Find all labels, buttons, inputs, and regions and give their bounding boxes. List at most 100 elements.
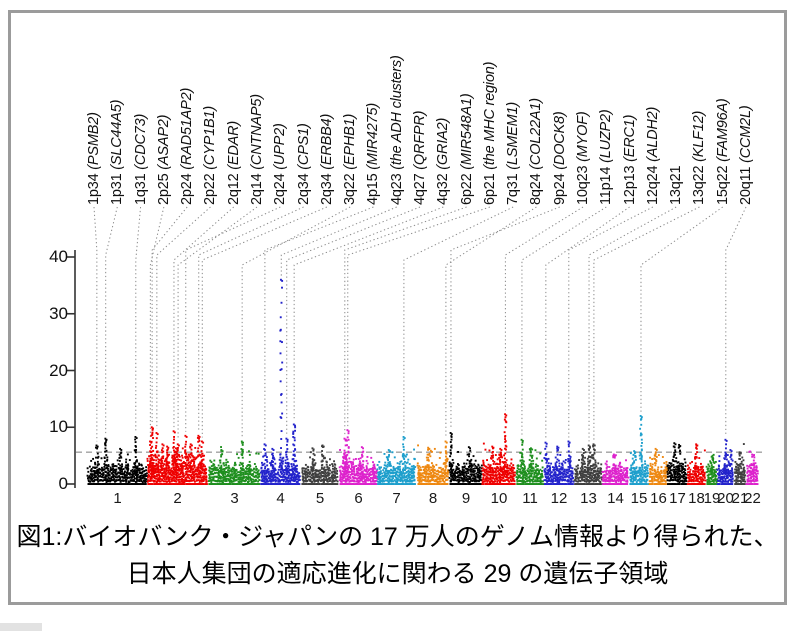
- chromosome-number-label: 4: [276, 490, 285, 507]
- cytoband-text: 2q34: [295, 173, 312, 205]
- gene-symbol-text: (CPS1): [295, 123, 312, 174]
- gene-annotation-label: 2q12 (EDAR): [226, 121, 242, 205]
- cytoband-text: 13q22: [691, 165, 708, 205]
- gene-annotation-label: 8q24 (COL22A1): [528, 98, 544, 205]
- gene-symbol-text: (MIR4275): [365, 103, 382, 174]
- gene-annotation-label: 11p14 (LUZP2): [598, 110, 614, 205]
- gene-annotation-label: 15q22 (FAM96A): [715, 98, 731, 205]
- figure-caption: 図1:バイオバンク・ジャパンの 17 万人のゲノム情報より得られた、 日本人集団…: [8, 519, 787, 593]
- y-axis-tick-label: 30: [49, 303, 68, 323]
- cytoband-text: 4q27: [412, 173, 428, 205]
- gene-symbol-text: (RAD51AP2): [179, 87, 196, 174]
- cytoband-text: 4q23: [388, 173, 405, 205]
- chromosome-number-label: 14: [607, 490, 624, 507]
- gene-annotation-label: 2p25 (ASAP2): [156, 115, 172, 205]
- cytoband-text: 4q32: [435, 173, 452, 205]
- cytoband-text: 2p25: [155, 173, 172, 205]
- gene-annotation-label: 3q22 (EPHB1): [342, 114, 358, 205]
- gene-annotation-label: 9p24 (DOCK8): [552, 111, 568, 205]
- cytoband-text: 2q12: [225, 173, 242, 205]
- cytoband-text: 11p14: [598, 166, 615, 205]
- cytoband-text: 12q24: [644, 165, 661, 205]
- gene-annotation-label: 2q24 (UPP2): [272, 123, 288, 205]
- y-axis-tick-label: 40: [49, 247, 68, 266]
- cytoband-text: 9p24: [551, 173, 568, 205]
- caption-line-1: 図1:バイオバンク・ジャパンの 17 万人のゲノム情報より得られた、: [16, 523, 779, 551]
- cytoband-text: 3q22: [342, 173, 359, 205]
- cytoband-text: 1p34: [86, 173, 102, 205]
- gene-symbol-text: (LSMEM1): [505, 102, 522, 174]
- gene-symbol-text: (CYP1B1): [202, 106, 219, 174]
- gene-symbol-text: (ALDH2): [644, 106, 661, 166]
- gene-annotation-label: 4q23 (the ADH clusters): [389, 55, 405, 205]
- gene-annotation-label: 4q27 (QRFPR): [412, 111, 428, 205]
- gene-symbol-text: (ASAP2): [155, 114, 172, 174]
- gene-annotation-label: 12p13 (ERC1): [622, 115, 638, 205]
- gene-symbol-text: (GRIA2): [435, 117, 452, 174]
- gene-symbol-text: (ERC1): [621, 114, 638, 166]
- cytoband-text: 10q23: [575, 165, 591, 205]
- gene-annotation-label: 4p15 (MIR4275): [365, 103, 381, 205]
- gene-symbol-text: (DOCK8): [551, 111, 568, 174]
- chromosome-number-label: 3: [230, 490, 239, 507]
- cytoband-text: 1q31: [132, 173, 149, 205]
- partial-ui-fragment: [0, 623, 42, 631]
- y-axis-tick-label: 0: [58, 474, 68, 493]
- gene-annotation-label: 2q14 (CNTNAP5): [249, 94, 265, 205]
- gene-annotation-label: 6p21 (the MHC region): [482, 62, 498, 205]
- chromosome-number-label: 13: [580, 490, 597, 507]
- gene-symbol-text: (CDC73): [132, 113, 149, 174]
- caption-line-2: 日本人集団の適応進化に関わる 29 の遺伝子領域: [126, 560, 669, 588]
- chromosome-number-label: 12: [550, 490, 568, 507]
- chromosome-number-label: 20: [717, 490, 734, 507]
- cytoband-text: 1p31: [109, 173, 126, 205]
- gene-annotation-label: 1p34 (PSMB2): [86, 112, 102, 205]
- cytoband-text: 6p21: [481, 173, 498, 205]
- gene-annotation-label: 2q34 (CPS1): [296, 123, 312, 205]
- chromosome-number-label: 17: [669, 490, 686, 507]
- gene-annotation-label: 1q31 (CDC73): [133, 114, 149, 205]
- gene-symbol-text: (CNTNAP5): [249, 94, 265, 174]
- chromosome-number-label: 5: [315, 490, 325, 507]
- chromosome-number-label: 2: [173, 490, 182, 507]
- gene-symbol-text: (QRFPR): [412, 110, 428, 174]
- gene-symbol-text: (MIR548A1): [458, 93, 475, 174]
- cytoband-text: 15q22: [714, 165, 731, 205]
- y-axis-tick-label: 20: [49, 360, 68, 380]
- gene-symbol-text: (COL22A1): [528, 98, 545, 174]
- chromosome-number-label: 9: [461, 490, 471, 507]
- gene-annotation-label: 2q34 (ERBB4): [319, 114, 335, 205]
- gene-annotation-label: 1p31 (SLC44A5): [109, 100, 125, 205]
- gene-symbol-text: (LUZP2): [598, 109, 615, 167]
- gene-symbol-text: (EDAR): [225, 120, 242, 174]
- cytoband-text: 2q24: [272, 173, 289, 205]
- chromosome-number-label: 10: [490, 490, 508, 507]
- gene-annotation-label: 10q23 (MYOF): [575, 112, 591, 206]
- chromosome-number-label: 7: [392, 490, 401, 507]
- gene-annotation-label: 4q32 (GRIA2): [435, 118, 451, 205]
- cytoband-text: 2q34: [318, 173, 335, 205]
- gene-annotation-label: 12q24 (ALDH2): [645, 107, 661, 205]
- cytoband-text: 20q11: [738, 166, 754, 205]
- chromosome-number-label: 11: [522, 490, 538, 507]
- gene-symbol-text: (the ADH clusters): [388, 55, 405, 174]
- chromosome-number-label: 15: [630, 490, 648, 507]
- cytoband-text: 2p22: [202, 173, 219, 205]
- gene-annotation-label: 13q21: [668, 166, 684, 205]
- gene-symbol-text: (EPHB1): [342, 113, 359, 174]
- y-axis-tick-label: 10: [49, 417, 68, 437]
- gene-symbol-text: (SLC44A5): [109, 99, 126, 174]
- gene-symbol-text: (KLF12): [691, 110, 708, 166]
- gene-annotation-label: 2p24 (RAD51AP2): [179, 88, 195, 205]
- cytoband-text: 4p15: [365, 173, 382, 205]
- cytoband-text: 13q21: [668, 165, 685, 205]
- gene-symbol-text: (FAM96A): [714, 98, 731, 166]
- cytoband-text: 7q31: [505, 173, 522, 205]
- cytoband-text: 12p13: [621, 165, 638, 205]
- gene-symbol-text: (UPP2): [272, 123, 289, 174]
- gene-annotation-label: 20q11 (CCM2L): [738, 106, 754, 206]
- gene-annotation-label: 7q31 (LSMEM1): [505, 102, 521, 205]
- chromosome-number-label: 1: [113, 490, 122, 507]
- gene-annotation-label: 2p22 (CYP1B1): [202, 106, 218, 205]
